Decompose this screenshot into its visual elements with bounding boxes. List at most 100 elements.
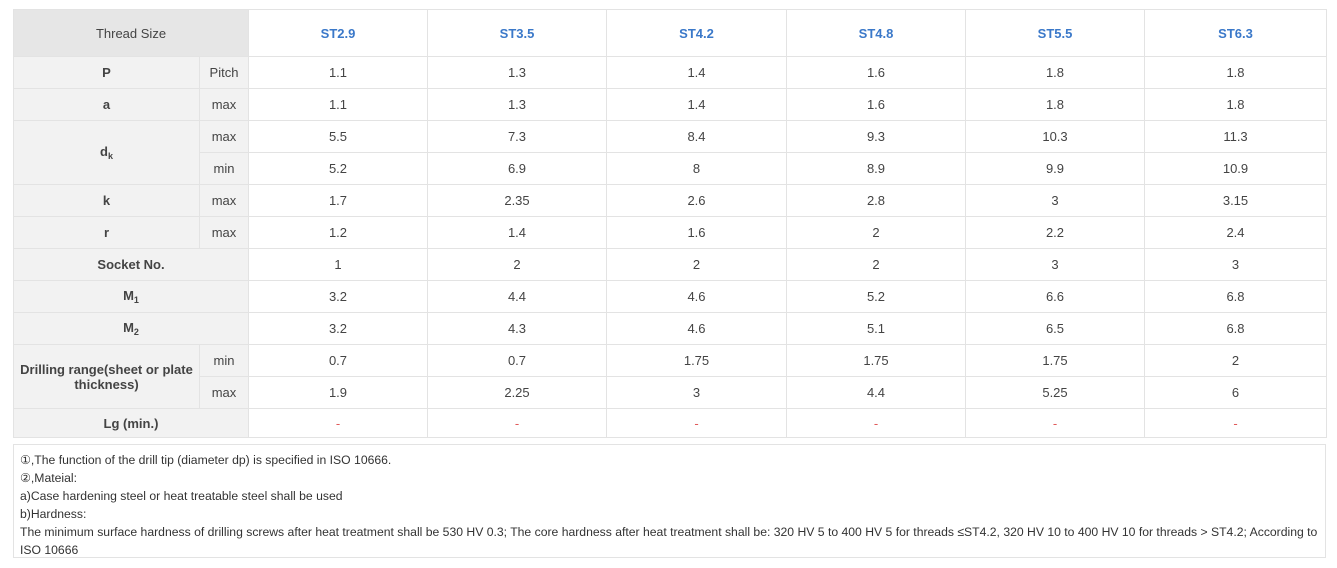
value-dk-max-cell: 7.3 — [427, 120, 607, 153]
row-dk-min: min 5.2 6.9 8 8.9 9.9 10.9 — [14, 152, 1327, 185]
row-qualifier-a: max — [199, 88, 249, 121]
row-label-dk: dk — [13, 120, 200, 185]
value-lg-cell: - — [427, 408, 607, 438]
row-a: a max 1.1 1.3 1.4 1.6 1.8 1.8 — [13, 88, 1327, 121]
value-drill-min-cell: 0.7 — [427, 344, 607, 377]
value-dk-min-cell: 9.9 — [965, 152, 1145, 185]
row-label-p: P — [13, 56, 200, 89]
row-m2: M2 3.2 4.3 4.6 5.1 6.5 6.8 — [13, 312, 1327, 345]
value-dk-min-cell: 5.2 — [248, 152, 428, 185]
row-qualifier-p: Pitch — [199, 56, 249, 89]
value-dk-max-cell: 10.3 — [965, 120, 1145, 153]
value-m2-cell: 6.8 — [1144, 312, 1327, 345]
row-dk-max: dk max 5.5 7.3 8.4 9.3 10.3 11.3 — [13, 120, 1327, 185]
value-k-cell: 2.6 — [606, 184, 787, 217]
thread-size-column-header[interactable]: ST4.2 — [606, 9, 787, 57]
row-label-dk-subscript: k — [107, 151, 113, 161]
row-r: r max 1.2 1.4 1.6 2 2.2 2.4 — [13, 216, 1327, 249]
value-r-cell: 2 — [786, 216, 966, 249]
value-drill-min-cell: 0.7 — [248, 344, 428, 377]
value-a-cell: 1.3 — [427, 88, 607, 121]
row-qualifier-drill-min: min — [199, 344, 249, 377]
value-m1-cell: 4.4 — [427, 280, 607, 313]
value-dk-min-cell: 10.9 — [1144, 152, 1327, 185]
row-drill-max: max 1.9 2.25 3 4.4 5.25 6 — [14, 376, 1327, 409]
row-label-a: a — [13, 88, 200, 121]
value-k-cell: 3 — [965, 184, 1145, 217]
row-drill-min: Drilling range(sheet or plate thickness)… — [13, 344, 1327, 409]
value-m2-cell: 4.3 — [427, 312, 607, 345]
thread-size-column-header[interactable]: ST2.9 — [248, 9, 428, 57]
note-line: ②,Mateial: — [20, 471, 77, 485]
header-row: Thread Size ST2.9 ST3.5 ST4.2 ST4.8 ST5.5 ST6.… — [13, 9, 1327, 57]
value-a-cell: 1.1 — [248, 88, 428, 121]
value-p-cell: 1.4 — [606, 56, 787, 89]
value-a-cell: 1.4 — [606, 88, 787, 121]
value-m1-cell: 4.6 — [606, 280, 787, 313]
value-m2-cell: 4.6 — [606, 312, 787, 345]
row-label-lg: Lg (min.) — [13, 408, 249, 438]
value-dk-min-cell: 6.9 — [427, 152, 607, 185]
value-socket-cell: 2 — [427, 248, 607, 281]
notes-box: ①,The function of the drill tip (diamete… — [13, 444, 1326, 558]
value-p-cell: 1.8 — [1144, 56, 1327, 89]
value-dk-max-cell: 8.4 — [606, 120, 787, 153]
row-qualifier-r: max — [199, 216, 249, 249]
row-qualifier-k: max — [199, 184, 249, 217]
value-socket-cell: 2 — [786, 248, 966, 281]
specification-table: Thread Size ST2.9 ST3.5 ST4.2 ST4.8 ST5.5 ST6.… — [13, 9, 1327, 438]
value-m2-cell: 6.5 — [965, 312, 1145, 345]
row-label-k: k — [13, 184, 200, 217]
value-drill-max-cell: 6 — [1144, 376, 1327, 409]
value-a-cell: 1.8 — [965, 88, 1145, 121]
row-label-r: r — [13, 216, 200, 249]
value-k-cell: 3.15 — [1144, 184, 1327, 217]
value-p-cell: 1.3 — [427, 56, 607, 89]
value-dk-max-cell: 11.3 — [1144, 120, 1327, 153]
value-drill-max-cell: 1.9 — [248, 376, 428, 409]
value-dk-max-cell: 5.5 — [248, 120, 428, 153]
value-drill-max-cell: 5.25 — [965, 376, 1145, 409]
row-qualifier-dk-max: max — [199, 120, 249, 153]
value-a-cell: 1.6 — [786, 88, 966, 121]
value-a-cell: 1.8 — [1144, 88, 1327, 121]
value-dk-min-cell: 8 — [606, 152, 787, 185]
row-qualifier-drill-max: max — [199, 376, 249, 409]
value-k-cell: 1.7 — [248, 184, 428, 217]
value-m1-cell: 3.2 — [248, 280, 428, 313]
row-label-m1-subscript: 1 — [133, 295, 139, 305]
value-r-cell: 1.4 — [427, 216, 607, 249]
value-socket-cell: 1 — [248, 248, 428, 281]
thread-size-column-header[interactable]: ST6.3 — [1144, 9, 1327, 57]
value-k-cell: 2.8 — [786, 184, 966, 217]
row-label-m1-text: M — [123, 288, 134, 303]
thread-size-column-header[interactable]: ST4.8 — [786, 9, 966, 57]
value-lg-cell: - — [1144, 408, 1327, 438]
note-line: The minimum surface hardness of drilling… — [20, 525, 1318, 557]
row-label-socket: Socket No. — [13, 248, 249, 281]
value-socket-cell: 2 — [606, 248, 787, 281]
value-lg-cell: - — [786, 408, 966, 438]
value-socket-cell: 3 — [1144, 248, 1327, 281]
value-drill-min-cell: 1.75 — [965, 344, 1145, 377]
note-line: b)Hardness: — [20, 507, 87, 521]
value-drill-max-cell: 3 — [606, 376, 787, 409]
row-label-m2: M2 — [13, 312, 249, 345]
value-lg-cell: - — [606, 408, 787, 438]
row-qualifier-dk-min: min — [199, 152, 249, 185]
value-dk-max-cell: 9.3 — [786, 120, 966, 153]
value-p-cell: 1.1 — [248, 56, 428, 89]
value-m1-cell: 6.8 — [1144, 280, 1327, 313]
value-r-cell: 1.6 — [606, 216, 787, 249]
row-socket: Socket No. 1 2 2 2 3 3 — [13, 248, 1327, 281]
row-label-m2-subscript: 2 — [133, 327, 139, 337]
value-dk-min-cell: 8.9 — [786, 152, 966, 185]
thread-size-column-header[interactable]: ST3.5 — [427, 9, 607, 57]
row-k: k max 1.7 2.35 2.6 2.8 3 3.15 — [13, 184, 1327, 217]
thread-size-column-header[interactable]: ST5.5 — [965, 9, 1145, 57]
row-lg: Lg (min.) - - - - - - — [13, 408, 1327, 438]
row-m1: M1 3.2 4.4 4.6 5.2 6.6 6.8 — [13, 280, 1327, 313]
value-p-cell: 1.8 — [965, 56, 1145, 89]
value-drill-min-cell: 1.75 — [786, 344, 966, 377]
